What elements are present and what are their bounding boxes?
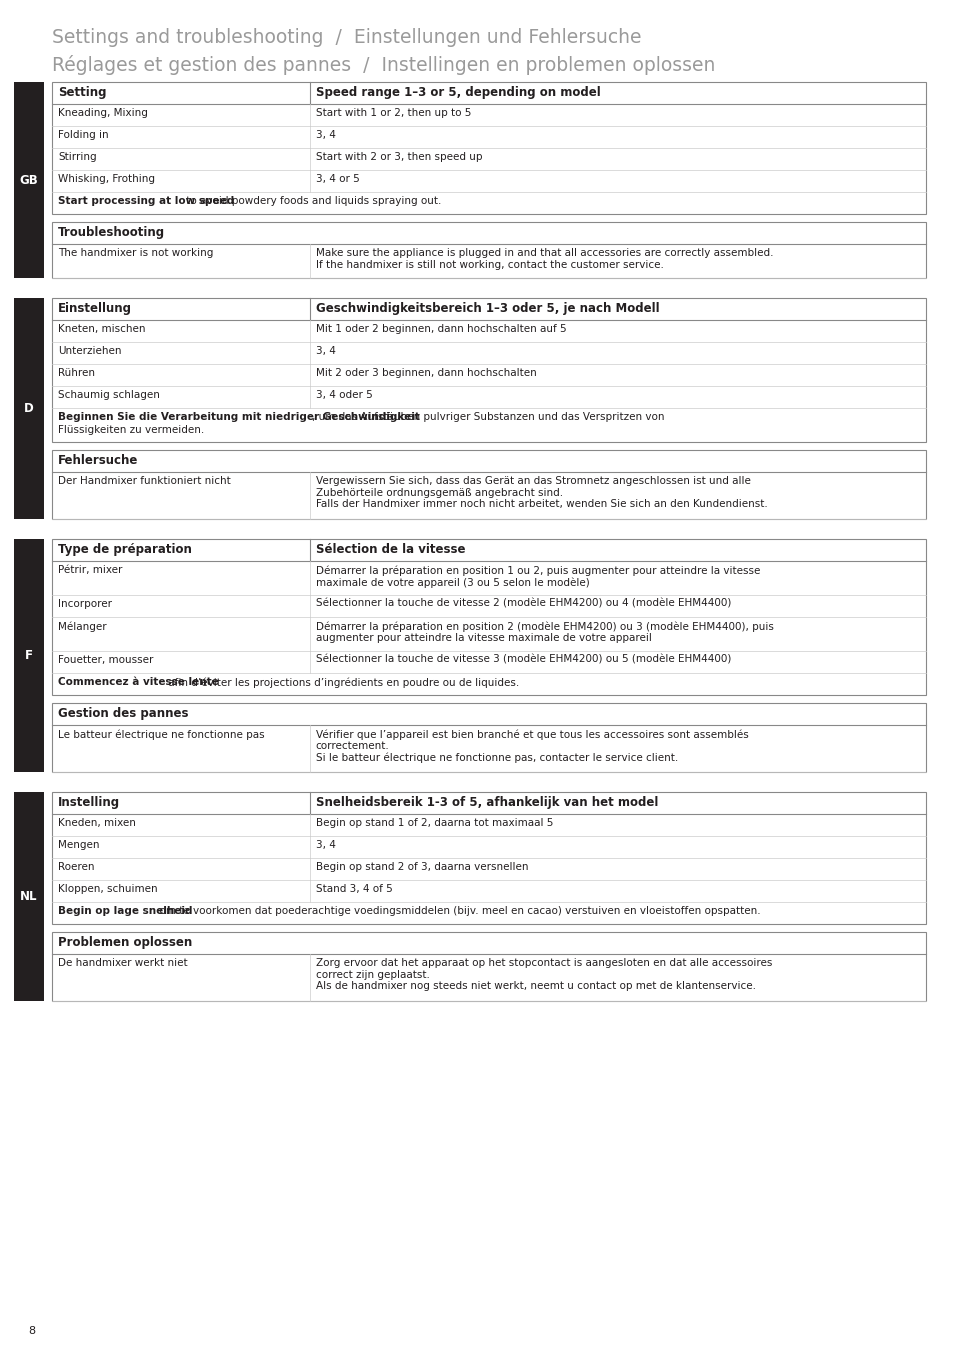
Text: Start with 2 or 3, then speed up: Start with 2 or 3, then speed up xyxy=(315,152,482,162)
Bar xyxy=(52,450,925,519)
Text: Fehlersuche: Fehlersuche xyxy=(58,454,138,467)
Text: Sélectionner la touche de vitesse 2 (modèle EHM4200) ou 4 (modèle EHM4400): Sélectionner la touche de vitesse 2 (mod… xyxy=(315,598,730,609)
Text: Schaumig schlagen: Schaumig schlagen xyxy=(58,390,160,399)
Text: Mit 1 oder 2 beginnen, dann hochschalten auf 5: Mit 1 oder 2 beginnen, dann hochschalten… xyxy=(315,324,566,334)
Text: The handmixer is not working: The handmixer is not working xyxy=(58,248,213,259)
Text: Begin op stand 1 of 2, daarna tot maximaal 5: Begin op stand 1 of 2, daarna tot maxima… xyxy=(315,818,553,829)
Text: 8: 8 xyxy=(28,1326,35,1336)
Text: to avoid powdery foods and liquids spraying out.: to avoid powdery foods and liquids spray… xyxy=(183,196,440,206)
Text: Kneten, mischen: Kneten, mischen xyxy=(58,324,146,334)
Text: Unterziehen: Unterziehen xyxy=(58,347,121,356)
Text: Geschwindigkeitsbereich 1–3 oder 5, je nach Modell: Geschwindigkeitsbereich 1–3 oder 5, je n… xyxy=(315,302,659,315)
Text: Kneading, Mixing: Kneading, Mixing xyxy=(58,108,148,118)
Text: Begin op lage snelheid: Begin op lage snelheid xyxy=(58,906,193,917)
Text: Einstellung: Einstellung xyxy=(58,302,132,315)
Bar xyxy=(52,83,925,214)
Bar xyxy=(14,298,44,519)
Text: GB: GB xyxy=(20,173,38,187)
Bar xyxy=(52,703,925,772)
Text: Kneden, mixen: Kneden, mixen xyxy=(58,818,135,829)
Bar xyxy=(52,222,925,278)
Text: Incorporer: Incorporer xyxy=(58,598,112,609)
Text: Type de préparation: Type de préparation xyxy=(58,543,192,556)
Text: 3, 4: 3, 4 xyxy=(315,130,335,139)
Text: Troubleshooting: Troubleshooting xyxy=(58,226,165,240)
Text: Settings and troubleshooting  /  Einstellungen und Fehlersuche: Settings and troubleshooting / Einstellu… xyxy=(52,28,640,47)
Bar xyxy=(14,539,44,772)
Text: 3, 4 or 5: 3, 4 or 5 xyxy=(315,175,359,184)
Text: Begin op stand 2 of 3, daarna versnellen: Begin op stand 2 of 3, daarna versnellen xyxy=(315,862,528,872)
Text: Rühren: Rühren xyxy=(58,368,95,378)
Text: Whisking, Frothing: Whisking, Frothing xyxy=(58,175,154,184)
Text: 3, 4 oder 5: 3, 4 oder 5 xyxy=(315,390,373,399)
Text: Folding in: Folding in xyxy=(58,130,109,139)
Text: Start processing at low speed: Start processing at low speed xyxy=(58,196,234,206)
Bar xyxy=(52,792,925,923)
Bar xyxy=(14,792,44,1001)
Text: afin d’éviter les projections d’ingrédients en poudre ou de liquides.: afin d’éviter les projections d’ingrédie… xyxy=(165,677,519,688)
Text: Zorg ervoor dat het apparaat op het stopcontact is aangesloten en dat alle acces: Zorg ervoor dat het apparaat op het stop… xyxy=(315,959,771,991)
Text: Stirring: Stirring xyxy=(58,152,96,162)
Text: Vérifier que l’appareil est bien branché et que tous les accessoires sont assemb: Vérifier que l’appareil est bien branché… xyxy=(315,728,748,764)
Text: Démarrer la préparation en position 2 (modèle EHM4200) ou 3 (modèle EHM4400), pu: Démarrer la préparation en position 2 (m… xyxy=(315,621,773,643)
Text: Mit 2 oder 3 beginnen, dann hochschalten: Mit 2 oder 3 beginnen, dann hochschalten xyxy=(315,368,536,378)
Text: Beginnen Sie die Verarbeitung mit niedriger Geschwindigkeit: Beginnen Sie die Verarbeitung mit niedri… xyxy=(58,412,419,422)
Text: Kloppen, schuimen: Kloppen, schuimen xyxy=(58,884,157,894)
Text: De handmixer werkt niet: De handmixer werkt niet xyxy=(58,959,188,968)
Text: Start with 1 or 2, then up to 5: Start with 1 or 2, then up to 5 xyxy=(315,108,471,118)
Text: Problemen oplossen: Problemen oplossen xyxy=(58,936,193,949)
Text: Le batteur électrique ne fonctionne pas: Le batteur électrique ne fonctionne pas xyxy=(58,728,264,739)
Bar xyxy=(14,83,44,278)
Bar xyxy=(52,539,925,695)
Text: Stand 3, 4 of 5: Stand 3, 4 of 5 xyxy=(315,884,393,894)
Text: Fouetter, mousser: Fouetter, mousser xyxy=(58,655,153,665)
Text: Sélectionner la touche de vitesse 3 (modèle EHM4200) ou 5 (modèle EHM4400): Sélectionner la touche de vitesse 3 (mod… xyxy=(315,655,730,665)
Bar xyxy=(52,298,925,441)
Text: Démarrer la préparation en position 1 ou 2, puis augmenter pour atteindre la vit: Démarrer la préparation en position 1 ou… xyxy=(315,565,760,588)
Text: om te voorkomen dat poederachtige voedingsmiddelen (bijv. meel en cacao) verstui: om te voorkomen dat poederachtige voedin… xyxy=(152,906,760,917)
Text: , um das Aufstäuben pulvriger Substanzen und das Verspritzen von: , um das Aufstäuben pulvriger Substanzen… xyxy=(312,412,663,422)
Bar xyxy=(52,932,925,1001)
Text: Snelheidsbereik 1-3 of 5, afhankelijk van het model: Snelheidsbereik 1-3 of 5, afhankelijk va… xyxy=(315,796,658,808)
Text: F: F xyxy=(25,649,33,662)
Text: Make sure the appliance is plugged in and that all accessories are correctly ass: Make sure the appliance is plugged in an… xyxy=(315,248,773,269)
Text: Roeren: Roeren xyxy=(58,862,94,872)
Text: Setting: Setting xyxy=(58,87,107,99)
Text: Vergewissern Sie sich, dass das Gerät an das Stromnetz angeschlossen ist und all: Vergewissern Sie sich, dass das Gerät an… xyxy=(315,477,767,509)
Text: Sélection de la vitesse: Sélection de la vitesse xyxy=(315,543,465,556)
Text: Commencez à vitesse lente: Commencez à vitesse lente xyxy=(58,677,218,686)
Text: 3, 4: 3, 4 xyxy=(315,347,335,356)
Text: Der Handmixer funktioniert nicht: Der Handmixer funktioniert nicht xyxy=(58,477,231,486)
Text: NL: NL xyxy=(20,890,38,903)
Text: Réglages et gestion des pannes  /  Instellingen en problemen oplossen: Réglages et gestion des pannes / Instell… xyxy=(52,56,715,74)
Text: Speed range 1–3 or 5, depending on model: Speed range 1–3 or 5, depending on model xyxy=(315,87,600,99)
Text: 3, 4: 3, 4 xyxy=(315,839,335,850)
Text: Gestion des pannes: Gestion des pannes xyxy=(58,707,189,720)
Text: Instelling: Instelling xyxy=(58,796,120,808)
Text: D: D xyxy=(24,402,34,414)
Text: Flüssigkeiten zu vermeiden.: Flüssigkeiten zu vermeiden. xyxy=(58,425,204,435)
Text: Mengen: Mengen xyxy=(58,839,99,850)
Text: Mélanger: Mélanger xyxy=(58,621,107,631)
Text: Pétrir, mixer: Pétrir, mixer xyxy=(58,565,122,575)
